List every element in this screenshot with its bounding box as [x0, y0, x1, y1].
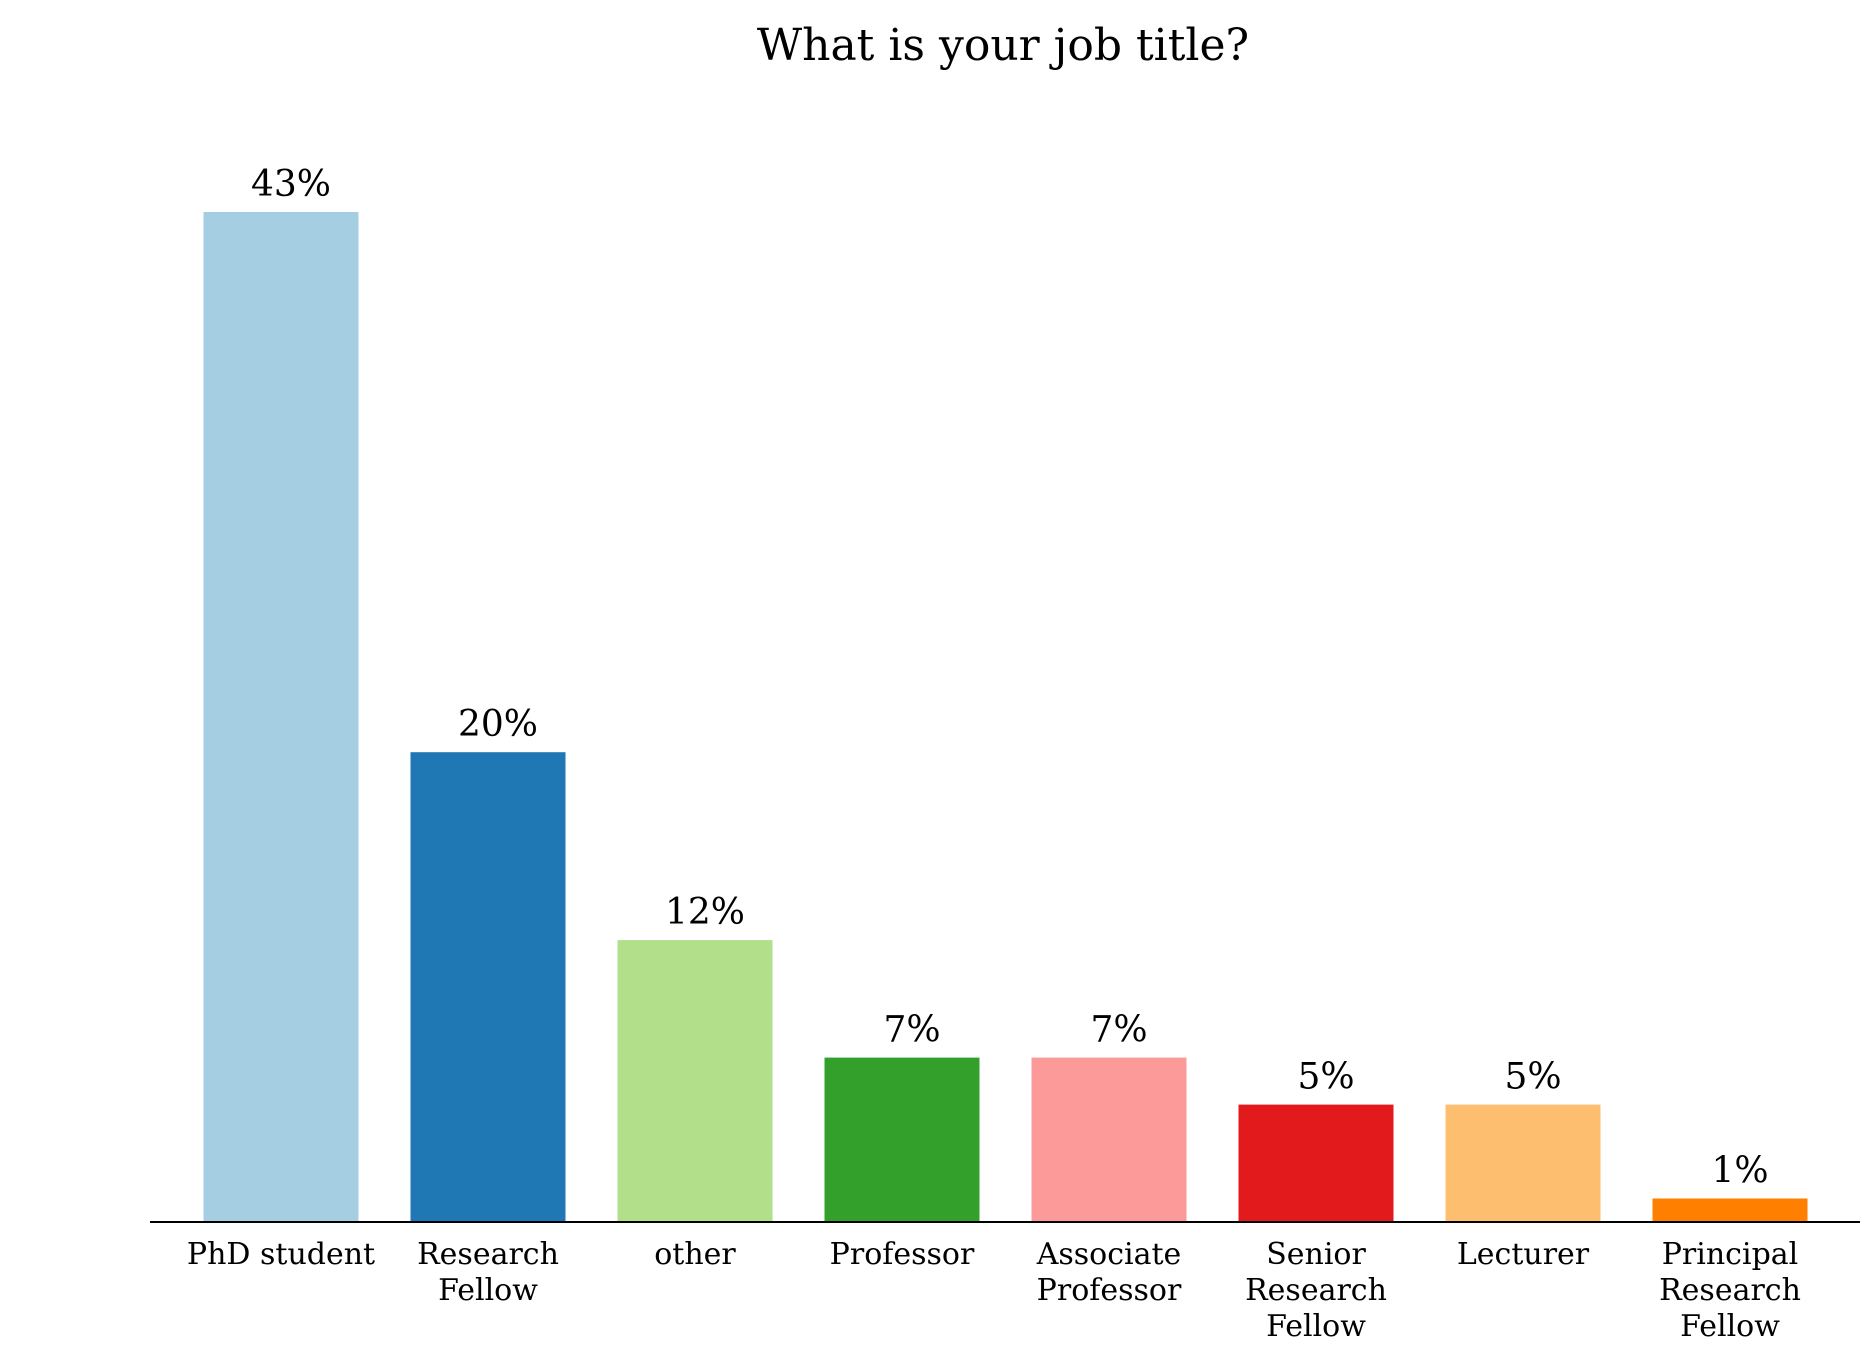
x-tick-label-phd-student: PhD student [187, 1237, 375, 1272]
data-label-associate-professor: 7% [1090, 1010, 1147, 1051]
bar-research-fellow [410, 752, 566, 1222]
data-label-principal-research-fellow: 1% [1711, 1151, 1768, 1192]
x-tick-label-line: Professor [1037, 1273, 1182, 1308]
x-tick-label-line: Associate [1036, 1237, 1182, 1272]
data-label-professor: 7% [883, 1010, 940, 1051]
x-tick-label-line: Research [1659, 1273, 1801, 1308]
x-tick-label-lecturer: Lecturer [1457, 1237, 1590, 1272]
bar-principal-research-fellow [1652, 1198, 1808, 1222]
data-label-lecturer: 5% [1504, 1057, 1561, 1098]
x-tick-label-line: PhD student [187, 1237, 375, 1272]
x-tick-label-line: Professor [830, 1237, 975, 1272]
x-tick-label-associate-professor: Associate Professor [1036, 1237, 1182, 1308]
data-label-senior-research-fellow: 5% [1297, 1057, 1354, 1098]
x-tick-label-line: Research [417, 1237, 559, 1272]
data-labels-group: 43% 20% 12% 7% 7% 5% 5% 1% [251, 164, 1769, 1192]
bar-phd-student [203, 212, 359, 1222]
x-tick-label-line: Principal [1662, 1237, 1799, 1272]
x-tick-label-senior-research-fellow: Senior Research Fellow [1245, 1237, 1387, 1344]
x-tick-label-line: Fellow [1266, 1309, 1366, 1344]
x-tick-label-line: Senior [1266, 1237, 1366, 1272]
x-tick-label-research-fellow: Research Fellow [417, 1237, 559, 1308]
x-tick-label-principal-research-fellow: Principal Research Fellow [1659, 1237, 1801, 1344]
bar-senior-research-fellow [1238, 1104, 1394, 1222]
data-label-phd-student: 43% [251, 164, 331, 205]
x-tick-label-professor: Professor [830, 1237, 975, 1272]
bar-associate-professor [1031, 1057, 1187, 1222]
x-tick-label-line: Lecturer [1457, 1237, 1590, 1272]
x-tick-label-line: Fellow [1680, 1309, 1780, 1344]
bar-professor [824, 1057, 980, 1222]
x-tick-label-line: Research [1245, 1273, 1387, 1308]
bar-lecturer [1445, 1104, 1601, 1222]
x-tick-label-line: other [654, 1237, 736, 1272]
x-tick-label-other: other [654, 1237, 736, 1272]
data-label-research-fellow: 20% [458, 704, 538, 745]
bar-other [617, 940, 773, 1222]
x-tick-label-line: Fellow [438, 1273, 538, 1308]
chart-title: What is your job title? [757, 20, 1249, 71]
data-label-other: 12% [665, 892, 745, 933]
bars-group [203, 212, 1808, 1222]
